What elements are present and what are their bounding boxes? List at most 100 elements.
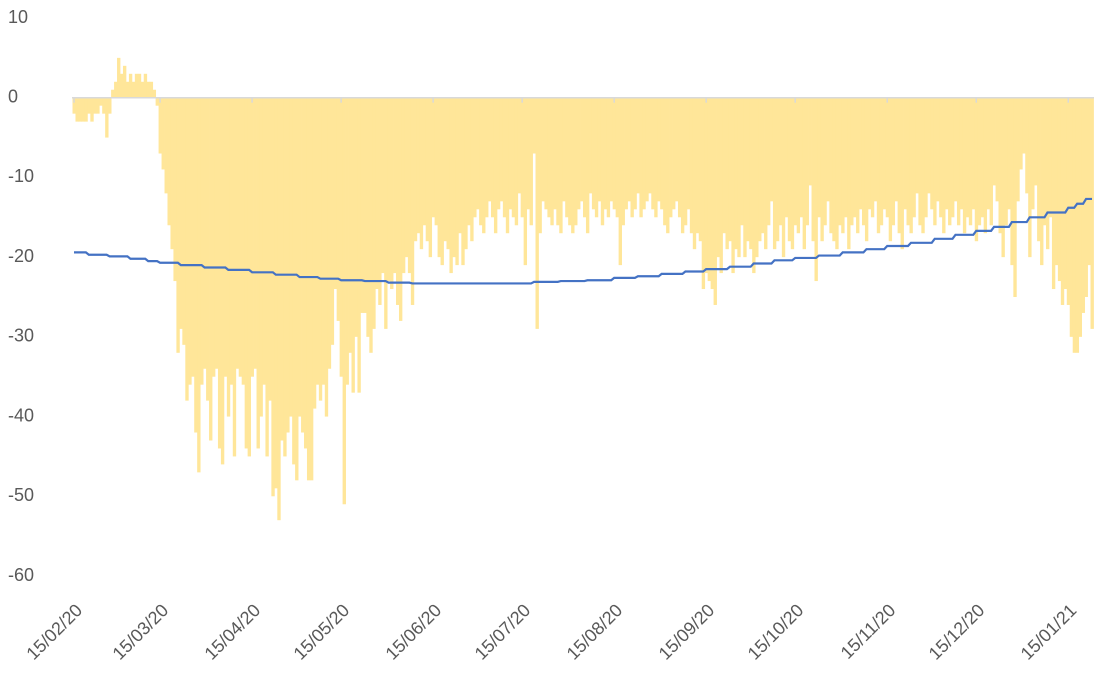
bar — [713, 97, 717, 305]
bar — [529, 97, 533, 226]
bar — [108, 97, 112, 114]
bar — [737, 97, 741, 258]
bar — [859, 97, 863, 210]
bar — [286, 97, 290, 433]
bar — [152, 89, 157, 98]
bar — [262, 97, 266, 385]
bar — [805, 97, 809, 226]
bar — [410, 97, 415, 305]
bar — [666, 97, 670, 234]
bar — [1010, 97, 1014, 266]
bar — [128, 73, 133, 98]
x-tick-label: 15/09/20 — [655, 600, 719, 664]
bar — [176, 97, 180, 353]
bar — [131, 81, 136, 98]
bar — [1022, 97, 1026, 154]
bar — [695, 97, 700, 234]
bar — [980, 97, 985, 218]
bar — [962, 97, 967, 234]
bar — [473, 97, 477, 218]
bar — [953, 97, 958, 202]
bar — [458, 97, 462, 234]
bar — [114, 81, 118, 98]
bar — [490, 97, 495, 218]
bar — [657, 97, 661, 202]
bar — [345, 97, 349, 385]
bar — [793, 97, 798, 226]
bar — [428, 97, 433, 258]
bar — [562, 97, 566, 202]
bar — [164, 97, 168, 194]
bar — [864, 97, 869, 242]
bar — [764, 97, 768, 250]
bar — [544, 97, 548, 210]
bar — [832, 97, 836, 242]
bar — [707, 97, 712, 282]
bar — [511, 97, 516, 218]
bar — [431, 97, 436, 218]
bar — [384, 97, 388, 329]
bar — [425, 97, 430, 242]
bar — [989, 97, 993, 226]
y-tick-label: -10 — [8, 166, 34, 186]
bar — [1072, 97, 1077, 353]
bar — [1031, 97, 1035, 210]
bar — [1081, 97, 1085, 313]
bar — [93, 97, 97, 114]
x-tick-label: 15/11/20 — [837, 600, 900, 663]
bar — [488, 97, 492, 202]
bar — [761, 97, 765, 234]
bar — [553, 97, 557, 210]
bar — [404, 97, 409, 258]
bar — [81, 97, 85, 122]
y-tick-label: -30 — [8, 326, 34, 346]
bar — [841, 97, 845, 234]
bar — [603, 97, 608, 210]
y-tick-label: -20 — [8, 246, 34, 266]
bar — [873, 97, 878, 202]
bar — [740, 97, 744, 226]
bar — [692, 97, 697, 250]
bar — [547, 97, 551, 218]
bar — [912, 97, 916, 218]
bar — [772, 97, 777, 250]
bar — [992, 97, 996, 186]
bar — [170, 97, 174, 250]
bar — [526, 97, 530, 210]
bar — [725, 97, 729, 250]
bar — [974, 97, 979, 242]
bar — [951, 97, 955, 218]
y-tick-label: -50 — [8, 485, 34, 505]
bar — [642, 97, 646, 210]
bar — [122, 65, 127, 98]
bar — [520, 97, 525, 218]
bar — [117, 57, 121, 98]
bar — [87, 97, 91, 114]
bar — [891, 97, 896, 226]
bar — [532, 97, 536, 154]
bar — [879, 97, 884, 226]
bar — [446, 97, 450, 250]
bar — [1004, 97, 1008, 226]
bar — [1048, 97, 1053, 218]
bar — [535, 97, 539, 329]
bar — [1043, 97, 1047, 226]
bar — [541, 97, 545, 202]
x-tick-label: 15/04/20 — [201, 600, 265, 664]
bar — [861, 97, 866, 226]
bar — [1019, 97, 1023, 170]
bar — [467, 97, 471, 226]
bar — [241, 97, 246, 385]
bar — [921, 97, 925, 234]
bar — [1057, 97, 1062, 282]
bar — [203, 97, 207, 369]
bar — [734, 97, 738, 250]
bar — [942, 97, 946, 234]
bar — [945, 97, 949, 210]
bar — [75, 97, 79, 122]
bar — [333, 97, 338, 290]
bar — [1007, 97, 1011, 210]
bar — [1016, 97, 1020, 202]
bar — [369, 97, 373, 353]
bar — [669, 97, 673, 218]
